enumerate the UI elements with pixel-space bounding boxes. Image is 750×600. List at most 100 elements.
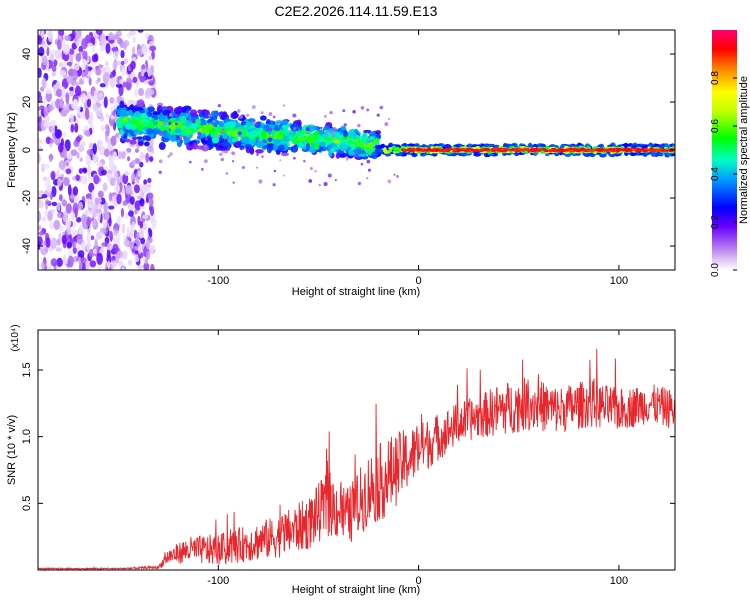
- spectrogram-point: [293, 131, 296, 134]
- spectrogram-point: [77, 201, 84, 210]
- spectrogram-point: [149, 244, 155, 255]
- spectrogram-point: [191, 119, 196, 124]
- spectrogram-point: [85, 155, 92, 166]
- spectrogram-point: [347, 131, 357, 138]
- spectrogram-point: [147, 192, 154, 200]
- spectrogram-point: [136, 195, 143, 200]
- spectrogram-point: [73, 37, 78, 42]
- spectrogram-point: [220, 157, 224, 162]
- spectrogram-point: [87, 42, 93, 47]
- spectrogram-point: [136, 136, 143, 140]
- spectrogram-point: [117, 150, 122, 160]
- colorbar-tick-label: 0.2: [710, 215, 721, 229]
- spectrogram-point: [66, 61, 73, 66]
- spectrogram-point: [163, 122, 167, 126]
- spectrogram-point: [168, 130, 176, 135]
- spectrogram-point: [260, 111, 264, 115]
- spectrogram-point: [169, 113, 173, 117]
- spectrogram-point: [330, 130, 335, 135]
- spectrogram-point: [287, 131, 295, 137]
- spectrogram-point: [169, 134, 177, 142]
- spectrogram-point: [137, 87, 145, 97]
- spectrogram-point: [452, 148, 458, 152]
- spectrogram-point: [345, 157, 349, 161]
- spectrogram-point: [545, 146, 550, 150]
- spectrogram-point: [91, 46, 95, 52]
- spectrogram-point: [216, 134, 220, 139]
- spectrogram-point: [352, 110, 356, 114]
- spectrogram-point: [115, 83, 122, 88]
- spectrogram-point: [72, 186, 79, 196]
- spectrogram-point: [78, 224, 83, 237]
- spectrogram-point: [99, 115, 105, 122]
- spectrogram-point: [41, 261, 45, 270]
- spectrogram-point: [565, 148, 570, 152]
- spectrogram-point: [116, 105, 121, 111]
- spectrogram-point: [464, 148, 470, 152]
- spectrogram-point: [279, 128, 284, 137]
- spectrogram-point: [299, 137, 307, 142]
- spectrogram-point: [92, 66, 96, 73]
- spectrogram-point: [90, 111, 94, 123]
- spectrogram-point: [113, 200, 118, 207]
- spectrogram-point: [95, 208, 102, 214]
- spectrogram-point: [158, 114, 166, 122]
- spectrogram-point: [113, 184, 121, 194]
- spectrogram-point: [541, 147, 546, 151]
- spectrogram-point: [52, 84, 57, 94]
- spectrogram-point: [105, 112, 110, 119]
- spectrogram-point: [204, 110, 210, 116]
- spectrogram-point: [258, 179, 263, 184]
- spectrogram-point: [282, 135, 290, 143]
- snr-panel: -100 0 100 0.5 1.0 1.5 (x10⁴) Height of strai…: [6, 324, 676, 596]
- spectrogram-point: [63, 176, 70, 187]
- spectrogram-point: [147, 88, 155, 96]
- spectrogram-point: [340, 148, 344, 152]
- spectrogram-point: [329, 110, 333, 115]
- spectrogram-point: [162, 109, 171, 116]
- spectrogram-point: [59, 70, 67, 77]
- spectrogram-point: [58, 232, 62, 241]
- spectrogram-point: [131, 221, 135, 232]
- spectrogram-point: [255, 149, 264, 154]
- spectrogram-point: [51, 71, 56, 77]
- spectrogram-point: [241, 147, 244, 150]
- spectrogram-point: [366, 177, 369, 180]
- spectrogram-point: [655, 149, 662, 153]
- spectrogram-point: [416, 148, 422, 151]
- spectrogram-point: [47, 210, 53, 221]
- spectrogram-point: [251, 105, 256, 110]
- spectrogram-point: [38, 138, 42, 145]
- spectrogram-point: [132, 136, 137, 141]
- spectrogram-point: [135, 110, 140, 117]
- spectrogram-point: [78, 45, 84, 54]
- spectrogram-point: [97, 92, 104, 99]
- spectrogram-point: [133, 184, 140, 194]
- spectrogram-point: [131, 172, 136, 183]
- spectrogram-point: [217, 103, 222, 108]
- spectrogram-point: [199, 121, 207, 126]
- spectrogram-point: [219, 152, 223, 157]
- spectrogram-point: [81, 71, 86, 78]
- spectrogram-point: [261, 155, 264, 159]
- spectrogram-point: [367, 135, 371, 139]
- spectrogram-point: [45, 88, 52, 95]
- spectrogram-point: [137, 264, 144, 270]
- spectrogram-point: [149, 198, 154, 207]
- spectrogram-point: [393, 173, 396, 176]
- spectrogram-point: [68, 250, 73, 257]
- spectrogram-point: [129, 139, 137, 145]
- spectrogram-point: [218, 120, 225, 128]
- spectrogram-point: [180, 115, 187, 124]
- spectrogram-point: [116, 233, 121, 244]
- spectrogram-point: [49, 138, 55, 144]
- spectrogram-point: [54, 129, 62, 139]
- spectrogram-point: [365, 146, 370, 151]
- spectrogram-point: [168, 128, 172, 131]
- spectrogram-point: [44, 209, 49, 216]
- spectrogram-point: [121, 66, 125, 77]
- spectrogram-point: [38, 210, 41, 223]
- spectrogram-point: [318, 137, 326, 143]
- spectrogram-point: [116, 109, 125, 116]
